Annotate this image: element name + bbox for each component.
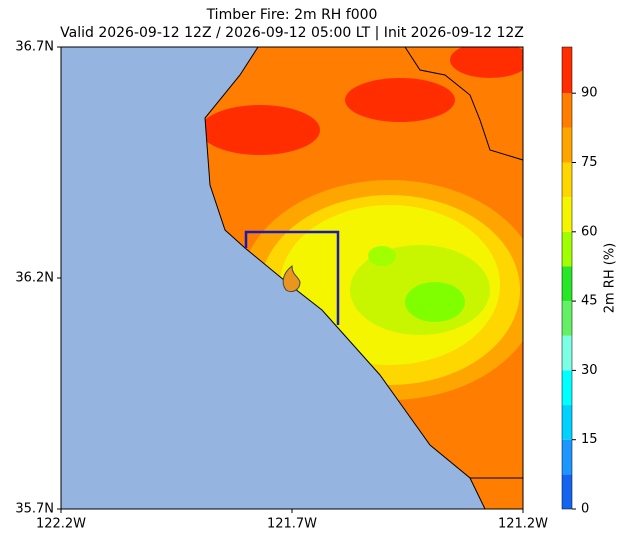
- y-tick-label: 36.7N: [15, 40, 54, 55]
- y-tick-label: 35.7N: [15, 502, 54, 517]
- colorbar-segment: [562, 47, 572, 94]
- x-tick-label: 121.2W: [498, 517, 548, 532]
- colorbar-tick-label: 15: [581, 432, 598, 447]
- colorbar-tick-label: 45: [581, 294, 598, 309]
- colorbar-label: 2m RH (%): [603, 243, 618, 314]
- colorbar-segment: [562, 127, 572, 163]
- subtitle: Valid 2026-09-12 12Z / 2026-09-12 05:00 …: [60, 25, 524, 41]
- colorbar-tick-label: 30: [581, 363, 598, 378]
- colorbar-segment: [562, 266, 572, 302]
- colorbar-segment: [562, 93, 572, 128]
- colorbar-segment: [562, 439, 572, 475]
- fire-icon: [282, 264, 301, 293]
- colorbar-tick-label: 90: [581, 86, 598, 101]
- colorbar-segment: [562, 370, 572, 406]
- colorbar-tick-label: 75: [581, 155, 598, 170]
- colorbar-frame: [561, 46, 573, 510]
- colorbar-segment: [562, 162, 572, 198]
- x-tick-label: 122.2W: [36, 517, 86, 532]
- colorbar-tick-label: 60: [581, 224, 598, 239]
- colorbar-tick-label: 0: [581, 502, 589, 517]
- colorbar-segment: [562, 335, 572, 371]
- colorbar-segment: [562, 474, 572, 509]
- y-tick-label: 36.2N: [15, 271, 54, 286]
- colorbar-segment: [562, 231, 572, 267]
- fire-region-box: [244, 230, 340, 325]
- colorbar-segment: [562, 197, 572, 232]
- colorbar-segment: [562, 405, 572, 440]
- x-tick-label: 121.7W: [267, 517, 317, 532]
- colorbar-segment: [562, 301, 572, 336]
- title: Timber Fire: 2m RH f000: [206, 7, 378, 23]
- county-border: [404, 46, 524, 161]
